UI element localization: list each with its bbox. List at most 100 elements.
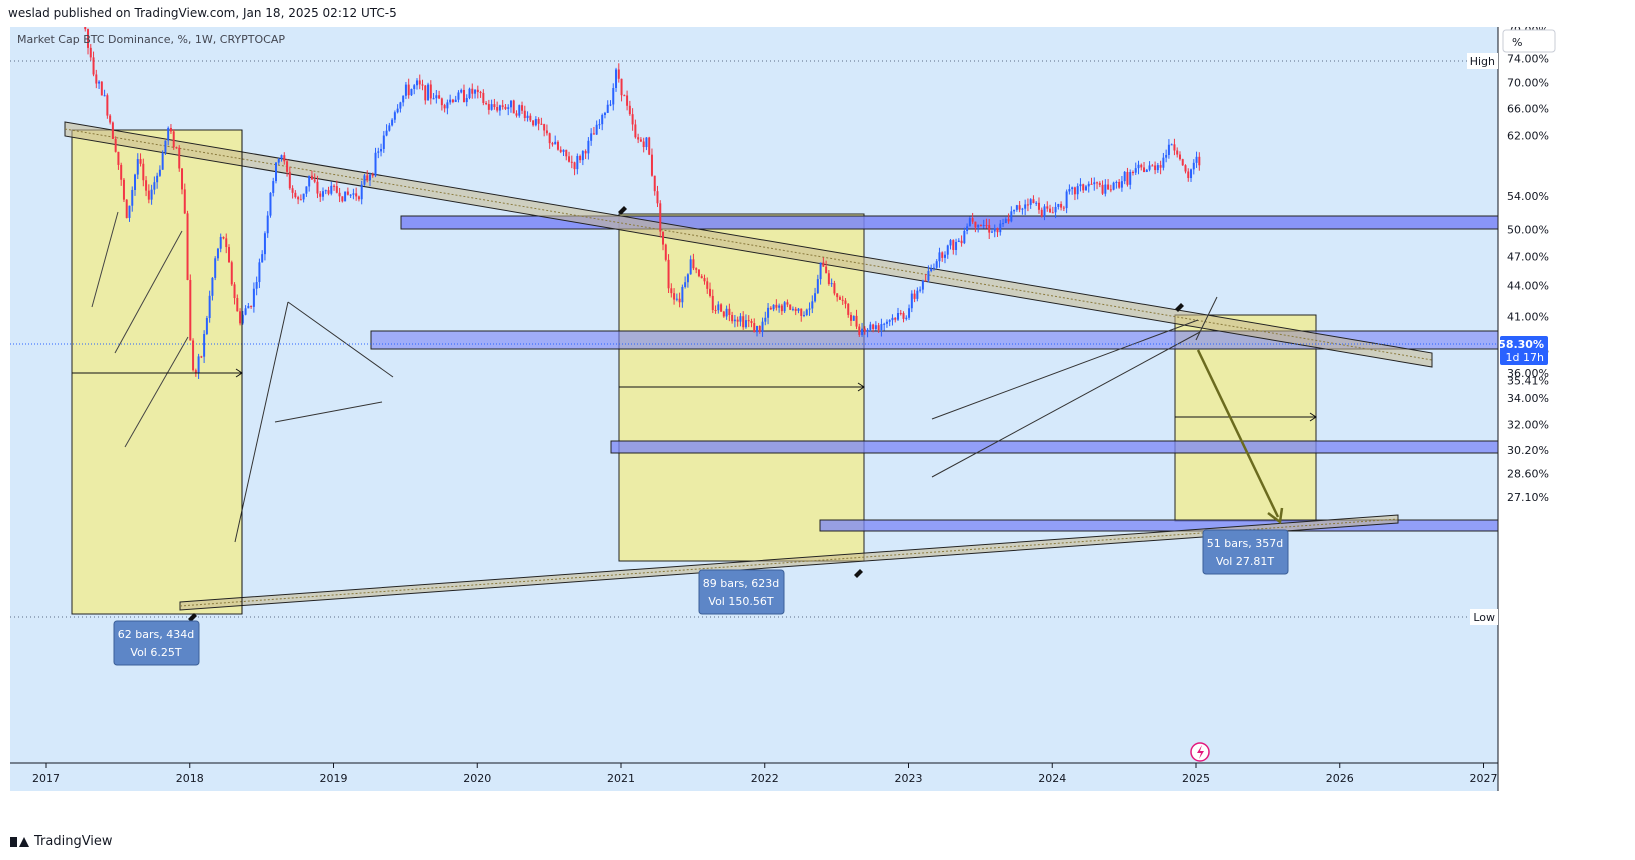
candle-down — [122, 179, 125, 200]
wedge-line[interactable] — [91, 211, 119, 308]
measure-label-2[interactable]: 89 bars, 623d Vol 150.56T — [698, 569, 785, 615]
y-tick-label: 44.00% — [1507, 279, 1549, 292]
candle-up — [302, 193, 305, 200]
rising-channel-upper[interactable] — [931, 319, 1199, 420]
candle-down — [584, 151, 587, 154]
measure-3-vol: Vol 27.81T — [1216, 555, 1274, 568]
candle-down — [1049, 208, 1052, 213]
flag-pole-line[interactable] — [234, 301, 289, 543]
candle-down — [225, 238, 228, 248]
candle-down — [722, 311, 725, 317]
candle-up — [1065, 191, 1068, 209]
candle-down — [902, 313, 905, 319]
candle-up — [266, 215, 269, 234]
wedge-line[interactable] — [124, 336, 189, 448]
candle-down — [822, 262, 825, 267]
event-lightning-icon[interactable] — [1190, 742, 1210, 762]
candle-up — [869, 324, 872, 330]
candle-up — [819, 262, 822, 280]
high-label: High — [1470, 55, 1495, 68]
measure-label-3[interactable]: 51 bars, 357d Vol 27.81T — [1202, 529, 1289, 575]
x-tick-label: 2024 — [1038, 772, 1066, 785]
candle-up — [349, 194, 352, 196]
chart-area[interactable]: 62 bars, 434d Vol 6.25T 89 bars, 623d Vo… — [10, 0, 1565, 813]
rising-channel-extension[interactable] — [1195, 296, 1218, 341]
candle-up — [861, 328, 864, 335]
candle-up — [609, 104, 612, 106]
band-41[interactable] — [819, 519, 1499, 532]
candle-down — [952, 240, 955, 250]
candle-up — [1013, 209, 1016, 212]
candle-up — [767, 307, 770, 318]
candle-down — [291, 188, 294, 193]
candle-up — [449, 99, 452, 103]
ascending-trend-channel[interactable] — [179, 514, 1399, 611]
candle-down — [424, 85, 427, 101]
candle-up — [156, 175, 159, 183]
low-label: Low — [1473, 611, 1495, 624]
candle-down — [443, 105, 446, 109]
measure-1-vol: Vol 6.25T — [130, 646, 181, 659]
trend-lines[interactable] — [64, 121, 1433, 611]
footer-brand[interactable]: TradingView — [10, 834, 113, 849]
candle-down — [297, 197, 300, 200]
measure-label-1[interactable]: 62 bars, 434d Vol 6.25T — [113, 620, 200, 666]
x-tick-label: 2027 — [1470, 772, 1498, 785]
chart-svg[interactable]: 62 bars, 434d Vol 6.25T 89 bars, 623d Vo… — [10, 0, 1565, 813]
candle-down — [628, 105, 631, 115]
rising-channel-lower[interactable] — [931, 331, 1201, 478]
candle-down — [366, 175, 369, 181]
candle-up — [1170, 144, 1173, 146]
candle-down — [200, 356, 203, 358]
candle-up — [811, 301, 814, 309]
last-price-tag: 58.30% 1d 17h — [1498, 336, 1548, 365]
candle-down — [736, 319, 739, 322]
candle-down — [429, 84, 432, 99]
candle-down — [692, 259, 695, 269]
candle-down — [512, 100, 515, 114]
candle-up — [399, 102, 402, 109]
candle-up — [526, 115, 529, 119]
candlestick-series[interactable] — [23, 0, 1201, 379]
y-tick-label: 36.00% — [1507, 367, 1549, 380]
candle-up — [275, 162, 277, 182]
x-axis-ticks: 2017 2018 2019 2020 2021 2022 2023 2024 2025 2026… — [32, 763, 1498, 785]
candle-up — [932, 267, 935, 269]
pennant-lower[interactable] — [274, 401, 383, 423]
candle-up — [509, 100, 512, 108]
candle-up — [427, 84, 430, 101]
candle-down — [780, 305, 783, 312]
candle-up — [391, 119, 394, 126]
candle-up — [534, 118, 537, 126]
candle-up — [468, 88, 471, 99]
candle-down — [186, 213, 189, 280]
wedge-line[interactable] — [114, 230, 183, 354]
y-tick-label: 41.00% — [1507, 310, 1549, 323]
measure-zone-2017[interactable] — [71, 129, 243, 615]
candle-down — [316, 181, 319, 194]
candle-up — [368, 174, 371, 181]
candle-up — [957, 240, 960, 242]
candle-down — [742, 316, 745, 328]
candle-up — [686, 274, 689, 283]
scale-toggle-button[interactable]: % — [1502, 29, 1556, 53]
candle-down — [637, 137, 640, 140]
candle-up — [606, 104, 609, 113]
candle-down — [662, 231, 665, 245]
candle-down — [189, 279, 192, 341]
candle-up — [778, 305, 781, 308]
band-48[interactable] — [610, 440, 1499, 454]
projection-arrow[interactable] — [1196, 349, 1284, 525]
time-axis[interactable] — [10, 763, 1498, 791]
candle-down — [194, 370, 197, 373]
x-tick-label: 2022 — [751, 772, 779, 785]
candle-down — [1040, 209, 1043, 217]
pennant-upper[interactable] — [287, 301, 394, 378]
candle-down — [825, 266, 828, 274]
candle-up — [883, 323, 886, 325]
candle-up — [1148, 165, 1151, 170]
price-axis[interactable] — [1498, 27, 1565, 763]
candle-up — [330, 185, 333, 194]
chart-title: Market Cap BTC Dominance, %, 1W, CRYPTOC… — [17, 33, 285, 46]
candle-up — [460, 89, 463, 93]
